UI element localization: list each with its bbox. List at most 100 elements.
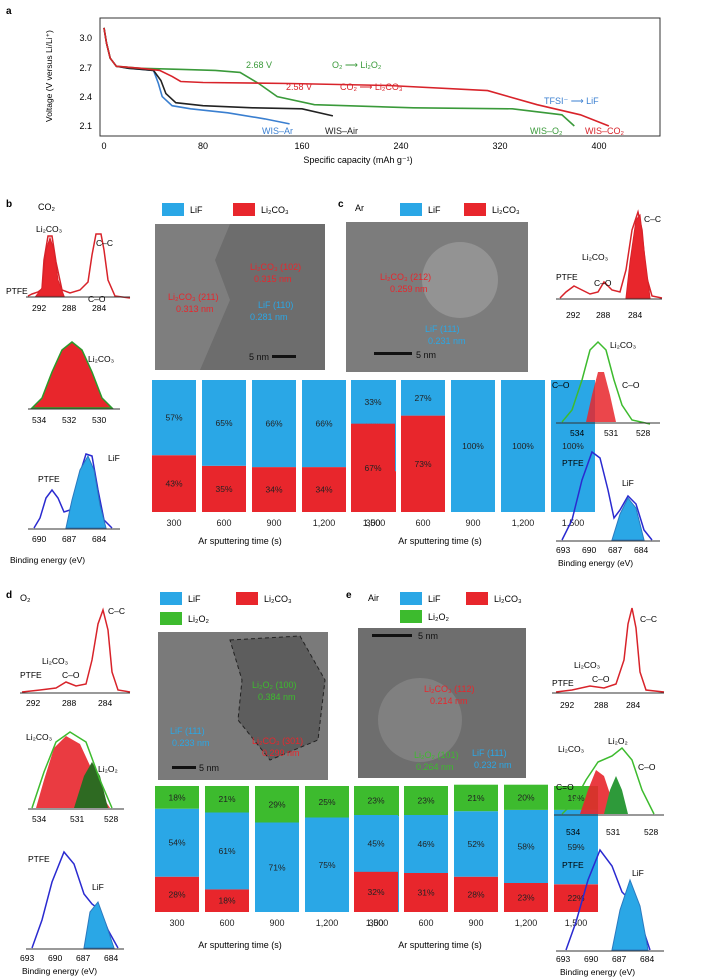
e-bars-xlabel: Ar sputtering time (s) <box>398 940 482 950</box>
bar-value-label: 32% <box>367 887 384 897</box>
d-f1s-tick: 687 <box>76 953 90 963</box>
c-o1s-tick: 534 <box>570 428 584 438</box>
bar-segment-Li₂O₂ <box>155 786 199 809</box>
panel-d: d O₂ Li₂CO₃ PTFE C–O C–C 292 288 284 Li₂… <box>6 590 399 976</box>
b-tem-label: 0.281 nm <box>250 312 288 322</box>
bar-value-label: 45% <box>367 838 384 848</box>
b-tem-scale-bar <box>272 355 296 358</box>
panel-c: c Ar LiF Li₂CO₃ Li₂CO₃ (212) 0.259 nm Li… <box>338 199 663 568</box>
d-tem-label: Li₂CO₃ (301) <box>252 736 303 746</box>
d-bars-xlabel: Ar sputtering time (s) <box>198 940 282 950</box>
bar-value-label: 71% <box>268 862 285 872</box>
d-legend-li2co3: Li₂CO₃ <box>264 594 292 604</box>
panel-letter-a: a <box>6 6 12 17</box>
b-xps-c1s: Li₂CO₃ C–C PTFE C–O 292 288 284 <box>6 224 131 313</box>
b-o1s-tick: 530 <box>92 415 106 425</box>
e-tem-scale-label: 5 nm <box>418 631 438 641</box>
bar-category-label: 1,200 <box>515 918 538 928</box>
e-c1s-label: PTFE <box>552 678 574 688</box>
d-legend-li2o2-swatch <box>160 612 182 625</box>
bar-value-label: 100% <box>512 441 534 451</box>
b-c1s-label: Li₂CO₃ <box>36 224 62 234</box>
a-xtick: 400 <box>591 141 606 151</box>
c-tem-label: 0.259 nm <box>390 284 428 294</box>
d-legend-lif-swatch <box>160 592 182 605</box>
d-legend-li2co3-swatch <box>236 592 258 605</box>
bar-value-label: 75% <box>318 860 335 870</box>
e-f1s-lif-peak <box>611 878 649 951</box>
bar-segment-LiF <box>354 815 398 872</box>
bar-value-label: 25% <box>318 797 335 807</box>
d-f1s-tick: 693 <box>20 953 34 963</box>
d-tem-scale-label: 5 nm <box>199 763 219 773</box>
a-label-wis-co2: WIS–CO₂ <box>585 126 625 136</box>
a-xtick: 240 <box>393 141 408 151</box>
d-c1s-label: C–C <box>108 606 125 616</box>
e-f1s-label: LiF <box>632 868 644 878</box>
c-o1s-envelope <box>561 340 651 425</box>
c-c1s-label: C–C <box>644 214 661 224</box>
c-f1s-tick: 693 <box>556 545 570 555</box>
e-f1s-tick: 693 <box>556 954 570 964</box>
bar-category-label: 1,500 <box>363 518 386 528</box>
bar-category-label: 600 <box>418 918 433 928</box>
bar-value-label: 34% <box>315 485 332 495</box>
bar-segment-Li₂CO₃ <box>504 883 548 912</box>
d-f1s-label: LiF <box>92 882 104 892</box>
bar-segment-Li₂CO₃ <box>404 872 448 912</box>
c-c1s-cc-peak <box>625 213 651 299</box>
bar-value-label: 61% <box>218 846 235 856</box>
d-f1s-tick: 690 <box>48 953 62 963</box>
bar-segment-LiF <box>305 817 349 912</box>
d-c1s-label: C–O <box>62 670 80 680</box>
bar-category-label: 1,500 <box>366 918 389 928</box>
bar-segment-LiF <box>152 380 196 456</box>
c-tem-label: 0.231 nm <box>428 336 466 346</box>
a-ytick: 2.4 <box>79 92 92 102</box>
a-curve-WIS–Air <box>103 27 334 117</box>
e-legend-li2co3: Li₂CO₃ <box>494 594 522 604</box>
e-tem-label: Li₂O₂ (101) <box>414 750 459 760</box>
a-label-wis-ar: WIS–Ar <box>262 126 293 136</box>
bar-value-label: 67% <box>364 463 381 473</box>
d-tem-label: LiF (111) <box>170 726 205 736</box>
bar-category-label: 900 <box>468 918 483 928</box>
d-xps-c1s: Li₂CO₃ PTFE C–O C–C 292 288 284 <box>20 606 131 708</box>
bar-category-label: 1,200 <box>316 918 339 928</box>
bar-value-label: 29% <box>268 799 285 809</box>
e-o1s-tick: 534 <box>566 827 580 837</box>
bar-value-label: 66% <box>315 419 332 429</box>
a-ytick: 2.1 <box>79 121 92 131</box>
bar-segment-Li₂O₂ <box>305 786 349 818</box>
b-tem-label: Li₂CO₃ (211) <box>168 292 219 302</box>
b-xps-xlabel: Binding energy (eV) <box>10 555 85 565</box>
c-f1s-label: LiF <box>622 478 634 488</box>
e-tem-label: 0.214 nm <box>430 696 468 706</box>
bar-segment-Li₂CO₃ <box>454 876 498 912</box>
d-c1s-envelope <box>21 607 131 693</box>
panel-a-curves <box>103 27 610 127</box>
panel-letter-b: b <box>6 199 12 210</box>
b-c1s-tick: 284 <box>92 303 106 313</box>
a-label-wis-air: WIS–Air <box>325 126 358 136</box>
bar-value-label: 23% <box>367 796 384 806</box>
c-legend-li2co3: Li₂CO₃ <box>492 205 520 215</box>
bar-segment-Li₂CO₃ <box>202 465 246 512</box>
d-tem-label: 0.233 nm <box>172 738 210 748</box>
bar-segment-Li₂CO₃ <box>401 415 445 512</box>
b-legend-lif: LiF <box>190 205 203 215</box>
c-xps-c1s: Li₂CO₃ PTFE C–O C–C 292 288 284 <box>556 209 663 320</box>
e-xps-c1s: Li₂CO₃ PTFE C–O C–C 292 288 284 <box>552 607 665 710</box>
bar-segment-LiF <box>255 822 299 912</box>
bar-value-label: 18% <box>168 792 185 802</box>
b-tem-scale-label: 5 nm <box>249 352 269 362</box>
bar-value-label: 31% <box>417 888 434 898</box>
bar-category-label: 300 <box>166 518 181 528</box>
d-c1s-label: Li₂CO₃ <box>42 656 68 666</box>
panel-b: b CO₂ Li₂CO₃ C–C PTFE C–O 292 288 284 Li… <box>6 199 396 565</box>
e-f1s-tick: 690 <box>584 954 598 964</box>
panel-e: e Air LiF Li₂CO₃ Li₂O₂ 5 nm Li₂CO₃ (112)… <box>346 590 665 977</box>
panel-a-ylabel: Voltage (V versus Li/Li⁺) <box>44 30 54 122</box>
e-o1s-label: C=O <box>556 782 574 792</box>
bar-value-label: 23% <box>417 796 434 806</box>
